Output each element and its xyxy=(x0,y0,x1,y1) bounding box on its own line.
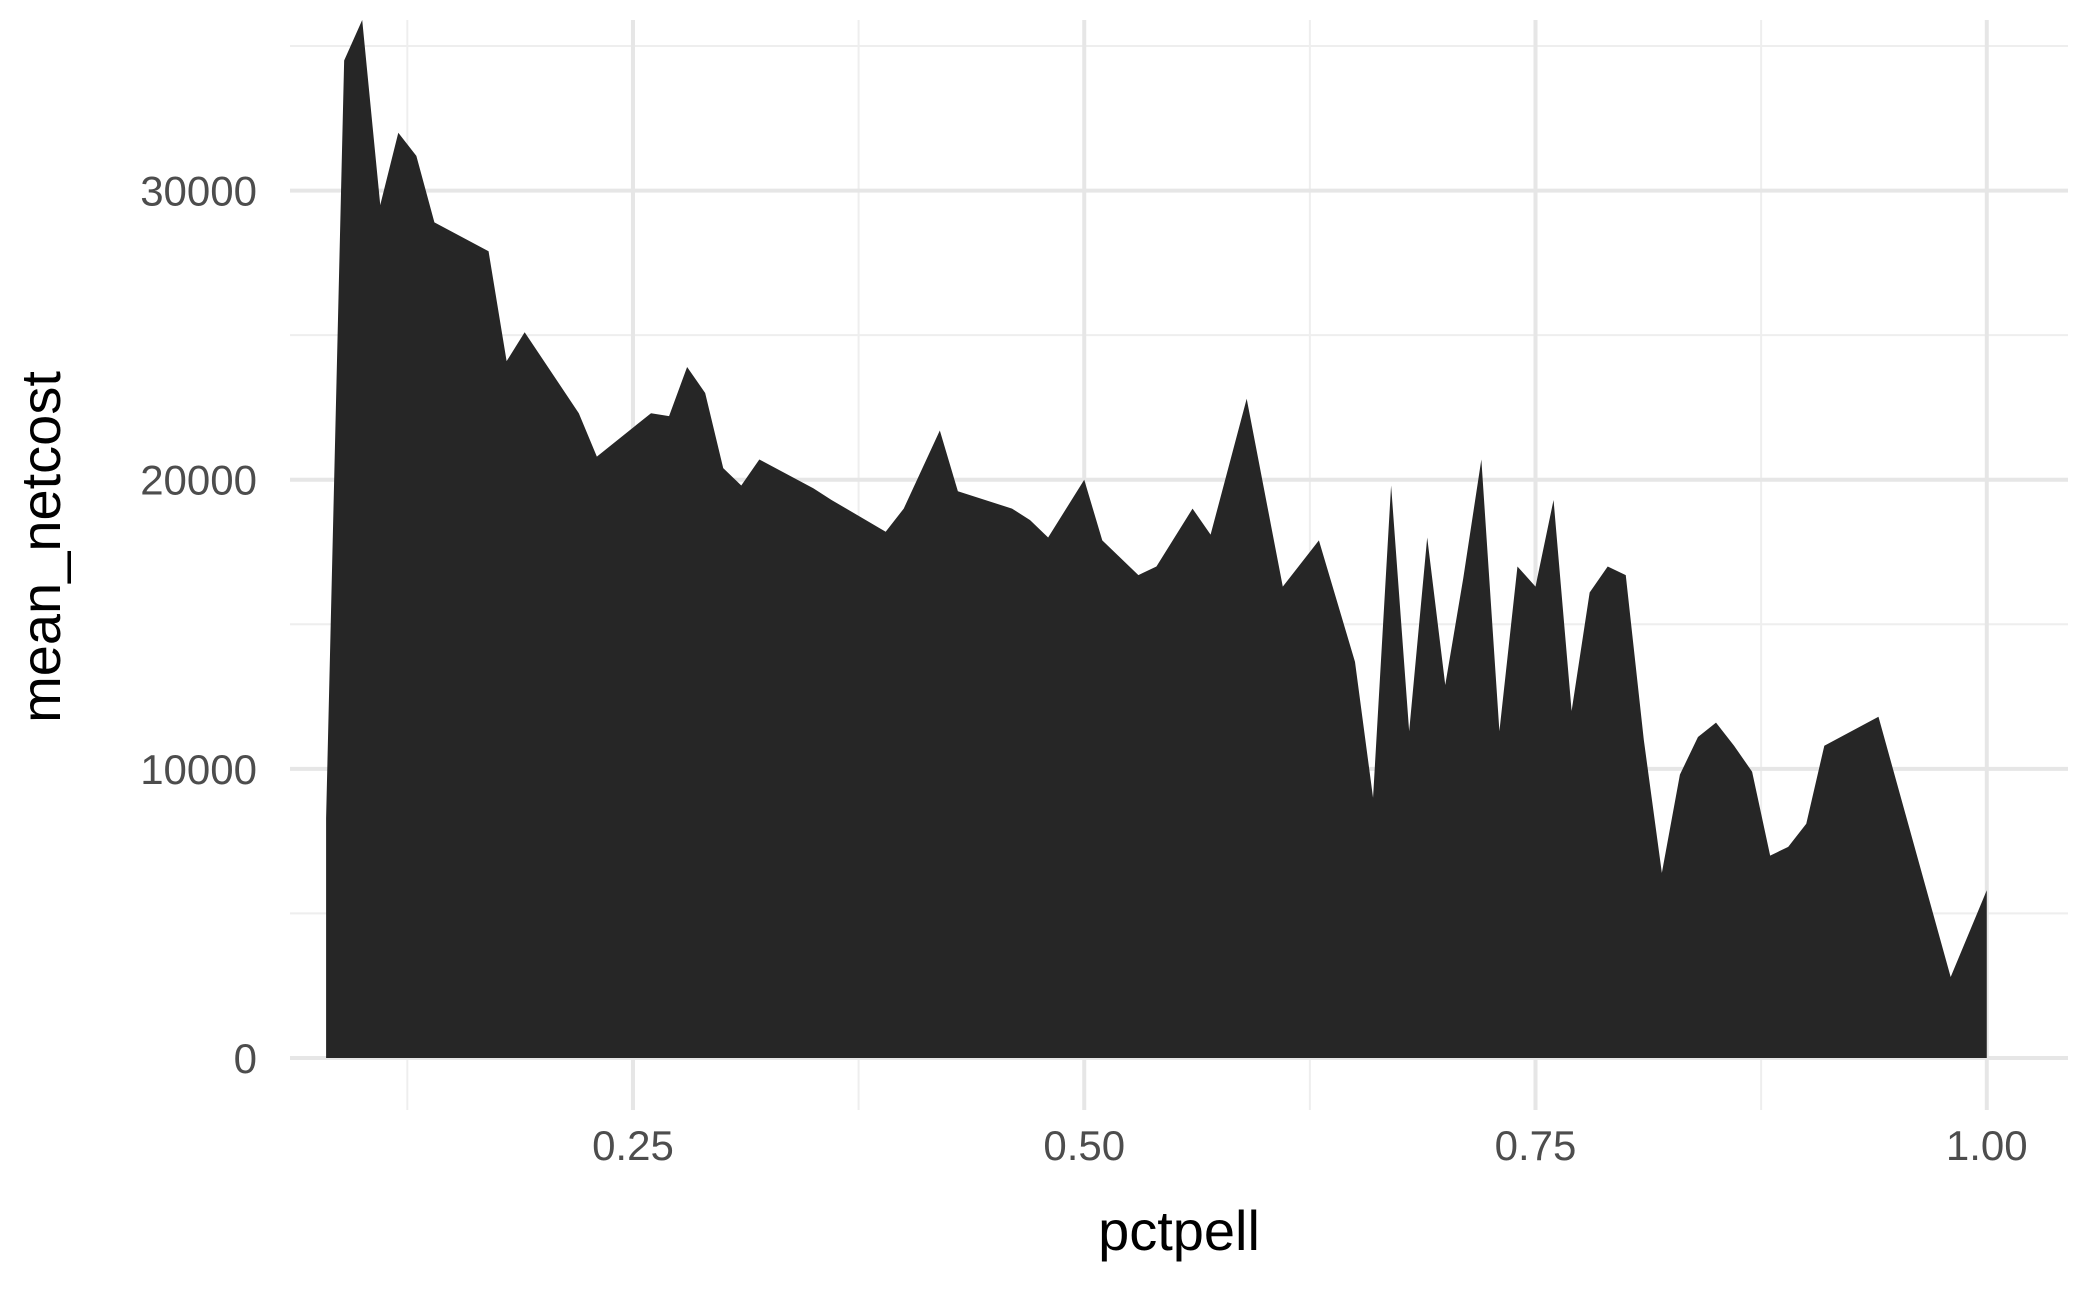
y-tick-label: 30000 xyxy=(140,168,257,215)
y-tick-label: 20000 xyxy=(140,457,257,504)
y-tick-label: 10000 xyxy=(140,746,257,793)
x-tick-label: 0.50 xyxy=(1043,1122,1125,1169)
area-series xyxy=(326,20,1987,1058)
plot-area xyxy=(326,20,1987,1058)
x-axis-title: pctpell xyxy=(1098,1199,1260,1262)
y-axis-ticks: 0 10000 20000 30000 xyxy=(140,168,257,1082)
y-axis-title: mean_netcost xyxy=(9,371,72,723)
x-axis-ticks: 0.25 0.50 0.75 1.00 xyxy=(592,1122,2028,1169)
x-tick-label: 0.25 xyxy=(592,1122,674,1169)
x-tick-label: 0.75 xyxy=(1495,1122,1577,1169)
x-tick-label: 1.00 xyxy=(1946,1122,2028,1169)
y-tick-label: 0 xyxy=(234,1035,257,1082)
